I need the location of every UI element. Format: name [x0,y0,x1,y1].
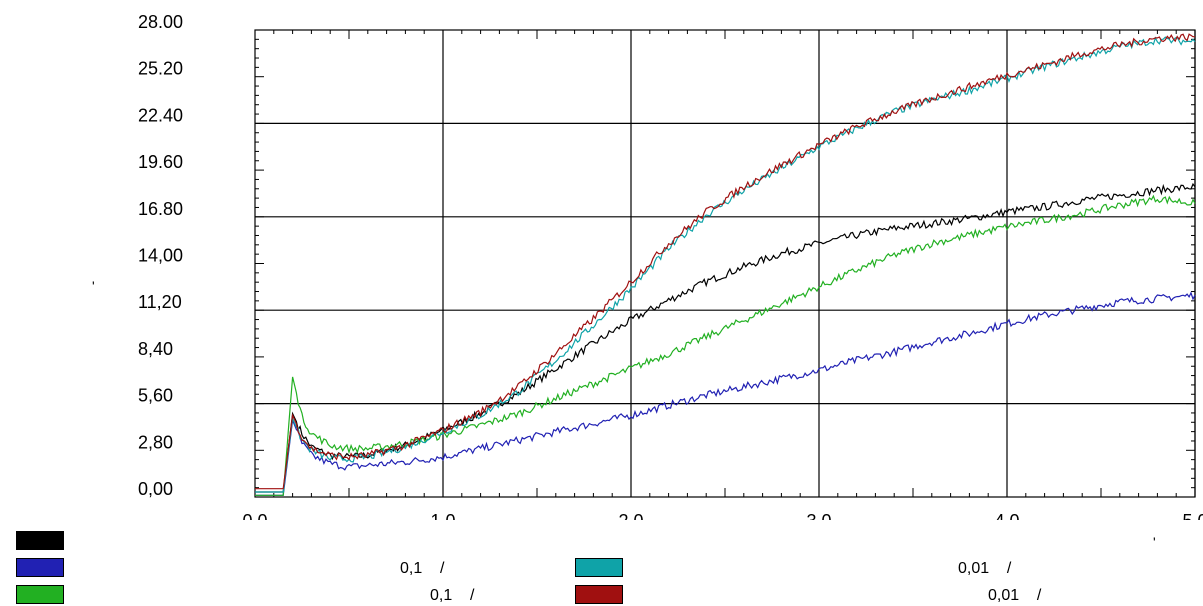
line-chart: 0,0 1,0 2,0 3,0 4,0 5,0 0,00 2,80 5,60 8,40 11,20… [138,12,1203,520]
series-lines [255,33,1196,496]
x-tick-label: 4,0 [994,511,1019,520]
x-tick-label: 2,0 [618,511,643,520]
x-tick-labels: 0,0 1,0 2,0 3,0 4,0 5,0 [242,511,1203,520]
legend-swatch-green [16,585,64,604]
legend-swatch-blue [16,558,64,577]
legend-swatch-red [575,585,623,604]
x-tick-label: 5,0 [1182,511,1203,520]
y-tick-label: 14,00 [138,246,183,266]
series-line-1 [255,291,1196,496]
plot-frame [254,29,1196,498]
grid-lines [255,30,1196,497]
legend-swatch-black [16,531,64,550]
y-tick-label: 22.40 [138,105,183,125]
legend-swatch-teal [575,558,623,577]
y-tick-label: 28.00 [138,12,183,32]
y-tick-labels: 0,00 2,80 5,60 8,40 11,20 14,00 16.80 19.60 22.4… [138,12,183,499]
y-tick-label: 25.20 [138,59,183,79]
x-tick-label: 3,0 [806,511,831,520]
y-tick-label: 19.60 [138,152,183,172]
legend-label-teal: 0,01 / [958,560,1012,577]
stray-mark-right: ' [1153,534,1156,550]
series-line-3 [255,36,1196,493]
y-tick-label: 2,80 [138,432,173,452]
x-tick-label: 1,0 [430,511,455,520]
y-tick-label: 8,40 [138,339,173,359]
series-line-4 [255,33,1195,490]
stray-mark-left: ' [92,278,95,294]
legend-label-blue: 0,1 / [400,560,445,577]
series-line-2 [255,194,1196,496]
legend-label-red: 0,01 / [988,587,1042,604]
legend-label-green: 0,1 / [430,587,475,604]
axes [254,29,1196,498]
y-tick-label: 16.80 [138,199,183,219]
x-tick-label: 0,0 [242,511,267,520]
y-tick-label: 0,00 [138,479,173,499]
y-tick-label: 11,20 [138,292,182,312]
y-tick-label: 5,60 [138,386,173,406]
